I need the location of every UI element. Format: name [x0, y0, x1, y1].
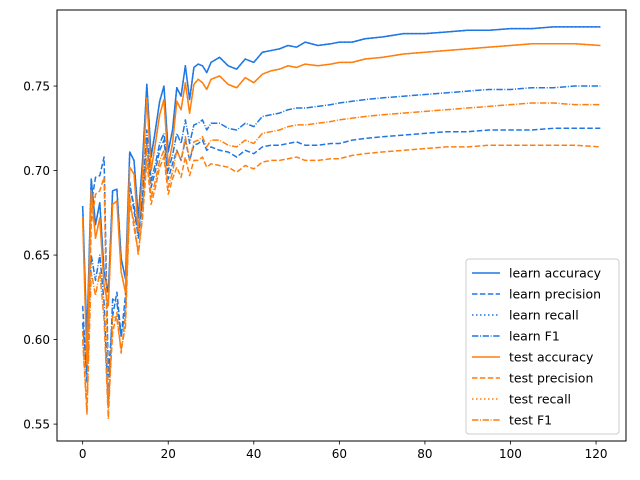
legend-label: learn F1	[509, 329, 560, 344]
legend-label: learn recall	[509, 308, 579, 323]
x-tick-label: 100	[499, 447, 522, 461]
y-tick-label: 0.75	[23, 80, 50, 94]
legend-label: learn accuracy	[509, 266, 602, 281]
x-axis: 0 20 40 60 80 100 120	[79, 441, 608, 461]
series-line-test-F1	[81, 102, 601, 420]
legend-label: test recall	[509, 392, 571, 407]
x-tick-label: 20	[161, 447, 176, 461]
legend-label: test F1	[509, 413, 552, 428]
series-line-test-recall	[81, 43, 601, 366]
y-axis: 0.55 0.60 0.65 0.70 0.75	[23, 80, 57, 432]
series-line-learn-precision	[81, 127, 601, 383]
series-line-learn-recall	[81, 26, 601, 341]
y-tick-label: 0.70	[23, 164, 50, 178]
y-tick-label: 0.60	[23, 333, 50, 347]
legend-box	[465, 258, 620, 435]
x-tick-label: 80	[417, 447, 432, 461]
series-group	[81, 26, 601, 420]
x-tick-label: 120	[585, 447, 608, 461]
x-tick-label: 0	[79, 447, 87, 461]
legend: learn accuracy learn precision learn recal…	[465, 258, 620, 435]
legend-label: test accuracy	[509, 350, 594, 365]
legend-label: test precision	[509, 371, 593, 386]
series-line-learn-F1	[81, 85, 601, 408]
y-tick-label: 0.55	[23, 418, 50, 432]
axes-frame	[56, 9, 627, 442]
x-tick-label: 40	[246, 447, 261, 461]
legend-label: learn precision	[509, 287, 601, 302]
y-tick-label: 0.65	[23, 249, 50, 263]
x-tick-label: 60	[332, 447, 347, 461]
